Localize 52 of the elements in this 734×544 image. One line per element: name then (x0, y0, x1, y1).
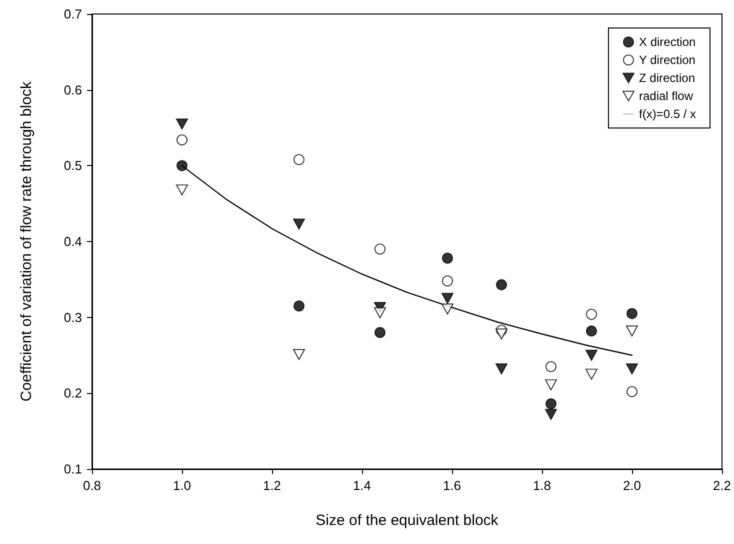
point (442, 275, 453, 286)
point (544, 408, 557, 420)
point (374, 244, 386, 255)
y-axis-title: Coefficient of variation of flow rate through block (18, 81, 35, 402)
point (626, 325, 638, 336)
point (545, 361, 556, 372)
y-tick-label: 0.4 (64, 234, 82, 249)
x-tick-label: 1.8 (532, 478, 552, 493)
point (626, 363, 638, 374)
point (586, 325, 597, 336)
point (176, 118, 188, 130)
point (176, 160, 188, 172)
x-tick-label: 1.4 (352, 478, 372, 493)
x-tick-label: 1.2 (262, 478, 282, 493)
point (585, 350, 598, 361)
y-tick-label: 0.6 (64, 82, 82, 98)
legend-label: Y direction (638, 53, 696, 67)
legend-label: X direction (638, 35, 696, 49)
y-tick-label: 0.7 (64, 6, 82, 22)
point (294, 154, 304, 166)
point (292, 348, 305, 360)
point (374, 307, 386, 318)
point (545, 398, 556, 410)
x-tick-label: 2.2 (712, 478, 732, 493)
point (626, 386, 638, 398)
point (495, 328, 508, 340)
legend-label: radial flow (638, 89, 694, 103)
legend-label: Z direction (638, 71, 696, 85)
point (374, 327, 386, 338)
point (176, 134, 188, 146)
point (292, 218, 305, 230)
point (544, 379, 557, 390)
x-tick-label: 2.0 (622, 478, 642, 493)
x-tick-label: 1.6 (442, 478, 462, 493)
x-axis-title: Size of the equivalent block (316, 512, 499, 529)
point (495, 363, 508, 374)
legend-label: f(x)=0.5 / x (638, 107, 696, 121)
point (586, 308, 597, 320)
point (441, 303, 454, 314)
y-tick-label: 0.3 (64, 310, 82, 325)
point (626, 308, 638, 320)
y-tick-label: 0.5 (64, 158, 82, 174)
point (496, 279, 507, 290)
y-tick-label: 0.1 (64, 462, 82, 476)
point (176, 184, 188, 196)
x-tick-label: 0.8 (82, 478, 102, 493)
x-tick-label: 1.0 (172, 478, 192, 493)
point (294, 300, 304, 312)
y-tick-label: 0.2 (64, 386, 82, 401)
point (585, 368, 598, 380)
point (441, 292, 454, 304)
point (442, 252, 453, 264)
